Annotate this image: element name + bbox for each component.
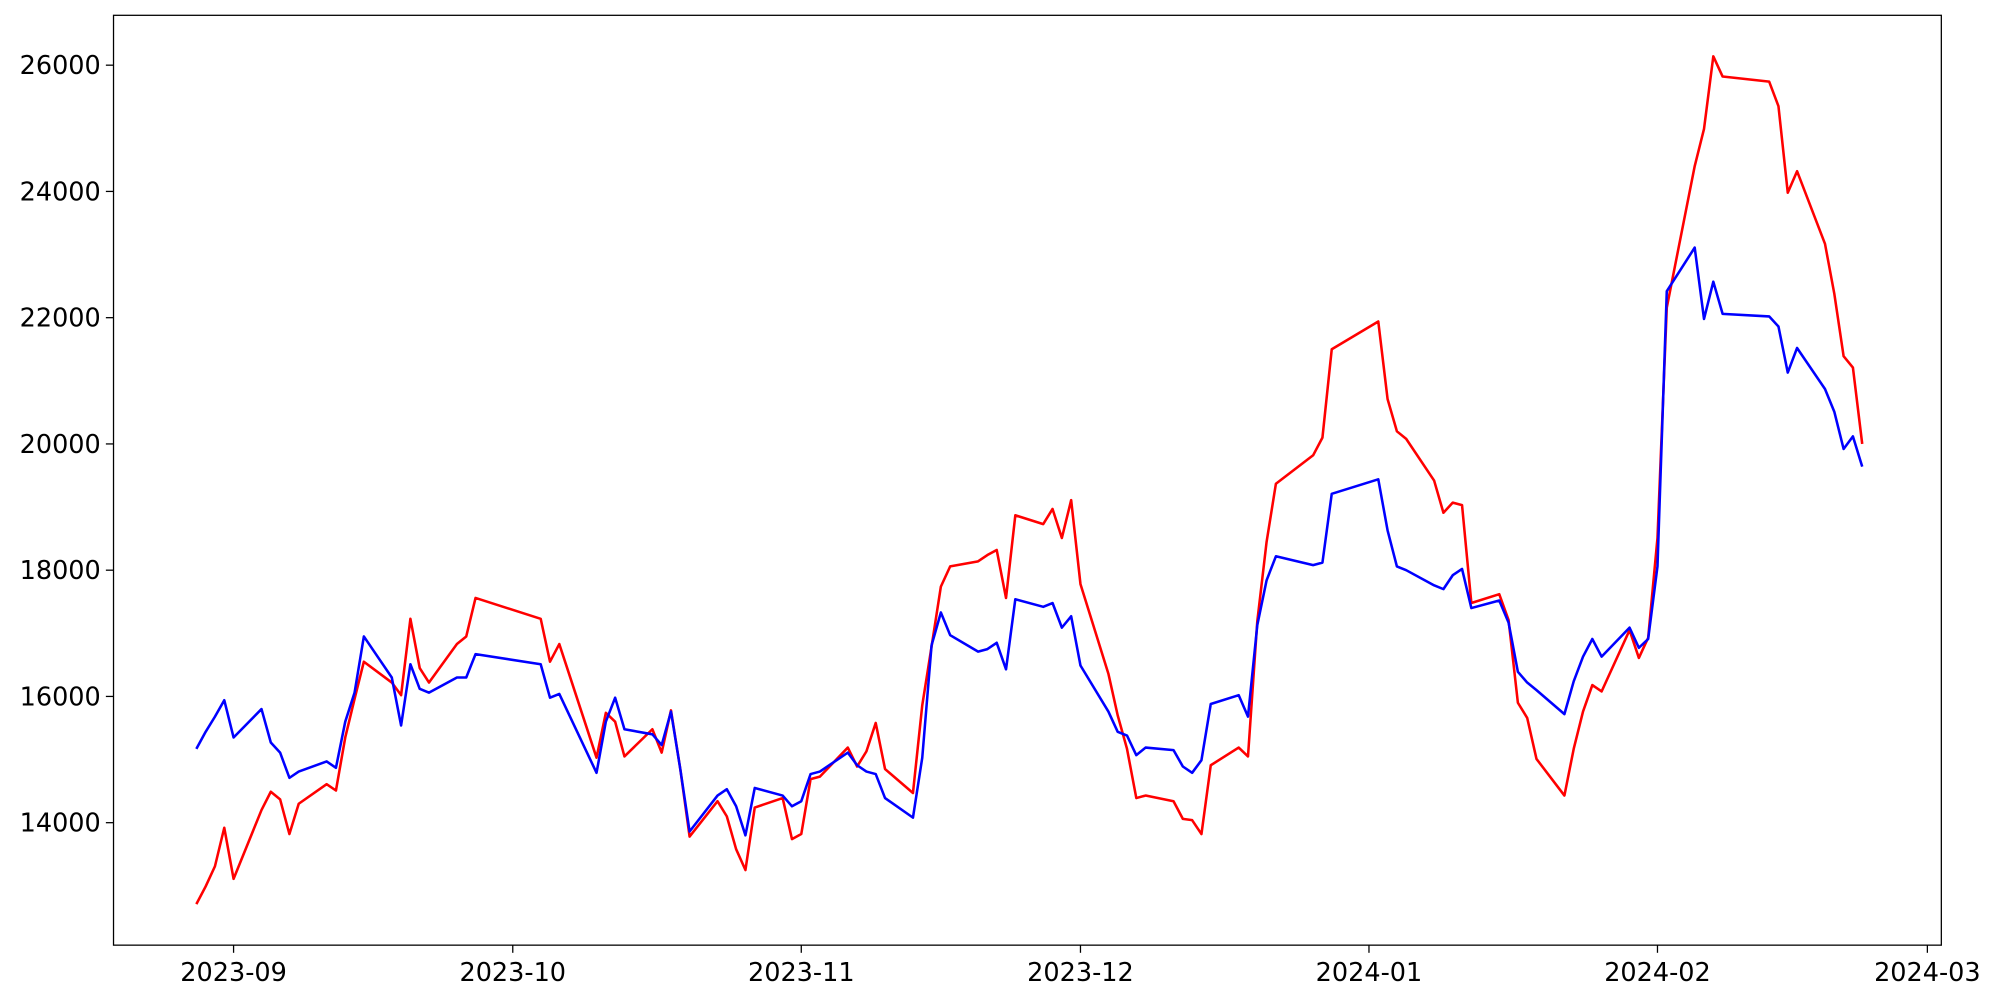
x-tick-label: 2023-09 <box>180 958 287 988</box>
series-line <box>195 55 1864 905</box>
x-tick-label: 2024-01 <box>1316 958 1423 988</box>
plot-frame <box>112 14 1942 946</box>
y-tick-label: 14000 <box>20 809 101 839</box>
y-tick-label: 18000 <box>20 556 101 586</box>
x-tick-label: 2023-12 <box>1027 958 1134 988</box>
y-tick-label: 24000 <box>20 177 101 207</box>
x-tick-label: 2024-03 <box>1874 958 1981 988</box>
y-tick-label: 16000 <box>20 682 101 712</box>
y-tick-label: 26000 <box>20 51 101 81</box>
x-tick-label: 2023-11 <box>748 958 855 988</box>
x-tick-label: 2023-10 <box>459 958 566 988</box>
y-tick-label: 20000 <box>20 430 101 460</box>
y-tick-label: 22000 <box>20 304 101 334</box>
series-line <box>195 246 1864 837</box>
x-tick-label: 2024-02 <box>1604 958 1711 988</box>
